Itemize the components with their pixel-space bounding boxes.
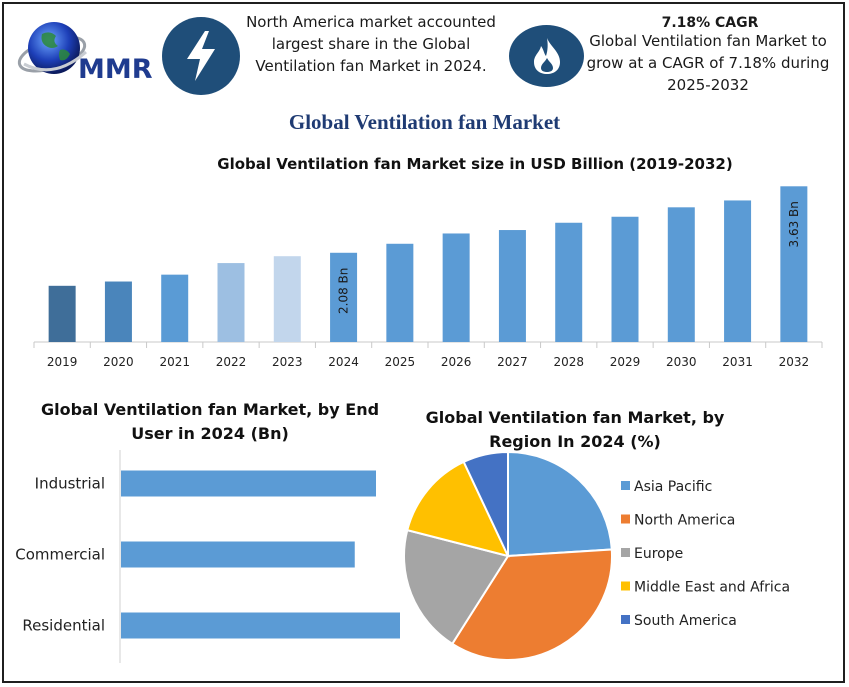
bar-chart-title: Global Ventilation fan Market size in US… (217, 155, 733, 173)
bar-residential (121, 612, 400, 639)
main-title: Global Ventilation fan Market (288, 110, 561, 134)
lightning-icon (187, 31, 215, 81)
x-tick-label-2029: 2029 (610, 355, 641, 369)
region-chart-title: Global Ventilation fan Market, by Region… (425, 408, 725, 451)
region-pie-chart: Asia Pacific North America Europe Middle Ea… (403, 450, 790, 661)
x-tick-label-2024: 2024 (328, 355, 359, 369)
legend-swatch-middle-east-and-africa (621, 581, 630, 591)
x-tick-label-2021: 2021 (159, 355, 190, 369)
pie-slice-europe (403, 528, 510, 646)
bar-2021 (161, 274, 189, 342)
bar-2023 (273, 256, 301, 342)
bar-2019 (48, 285, 76, 342)
data-label-2032: 3.63 Bn (787, 201, 801, 247)
x-tick-label-2031: 2031 (722, 355, 753, 369)
bar-industrial (121, 470, 376, 497)
x-tick-label-2019: 2019 (47, 355, 78, 369)
x-tick-label-2030: 2030 (666, 355, 697, 369)
bar-2032 (780, 186, 808, 342)
lightning-badge (162, 17, 240, 95)
x-tick-label-2026: 2026 (441, 355, 472, 369)
pie-slice-north-america (450, 548, 613, 661)
category-label-residential: Residential (22, 617, 105, 635)
legend-swatch-asia-pacific (621, 481, 630, 490)
flame-icon (533, 38, 560, 74)
pie-slice-middle-east-and-africa (406, 460, 510, 558)
cagr-title: 7.18% CAGR (661, 15, 759, 31)
category-label-industrial: Industrial (35, 475, 105, 493)
bar-2025 (386, 243, 414, 342)
bar-2028 (555, 222, 583, 342)
legend-label-north-america: North America (634, 513, 735, 529)
bar-2029 (611, 216, 639, 342)
cagr-text: Global Ventilation fan Market to grow at… (586, 32, 830, 94)
x-tick-label-2028: 2028 (553, 355, 584, 369)
legend-label-asia-pacific: Asia Pacific (634, 479, 712, 495)
legend-label-south-america: South America (634, 613, 737, 629)
bar-2024 (330, 252, 358, 342)
x-tick-label-2020: 2020 (103, 355, 134, 369)
x-tick-label-2025: 2025 (385, 355, 416, 369)
bar-2027 (498, 230, 526, 342)
x-tick-label-2022: 2022 (216, 355, 247, 369)
bar-2031 (724, 200, 752, 342)
x-tick-label-2023: 2023 (272, 355, 303, 369)
legend-swatch-south-america (621, 615, 630, 624)
end-user-bar-chart: Industrial Commercial Residential (15, 450, 400, 663)
legend-label-middle-east-and-africa: Middle East and Africa (634, 580, 790, 596)
legend-swatch-north-america (621, 514, 630, 524)
x-tick-label-2032: 2032 (779, 355, 810, 369)
data-label-2024: 2.08 Bn (337, 268, 351, 314)
category-label-commercial: Commercial (15, 546, 105, 564)
info1-text: North America market accounted largest s… (246, 13, 496, 75)
legend-label-europe: Europe (634, 546, 683, 562)
end-user-chart-title: Global Ventilation fan Market, by End Us… (40, 400, 380, 443)
legend-swatch-europe (621, 548, 630, 557)
bar-2026 (442, 233, 470, 342)
bar-2020 (104, 281, 132, 342)
market-size-bar-chart: 2019 2020 2021 2022 2023 2024 2.08 Bn 2025 2026 2… (33, 186, 823, 369)
pie-slice-asia-pacific (507, 450, 613, 558)
x-tick-label-2027: 2027 (497, 355, 528, 369)
logo-text: MMR (78, 54, 153, 85)
bar-commercial (121, 541, 355, 568)
globe-icon: MMR (17, 22, 153, 85)
mmr-logo: MMR (14, 14, 159, 86)
bar-2022 (217, 263, 245, 342)
pie-slice-south-america (462, 450, 509, 557)
flame-badge (509, 25, 584, 87)
bar-2030 (667, 207, 695, 342)
